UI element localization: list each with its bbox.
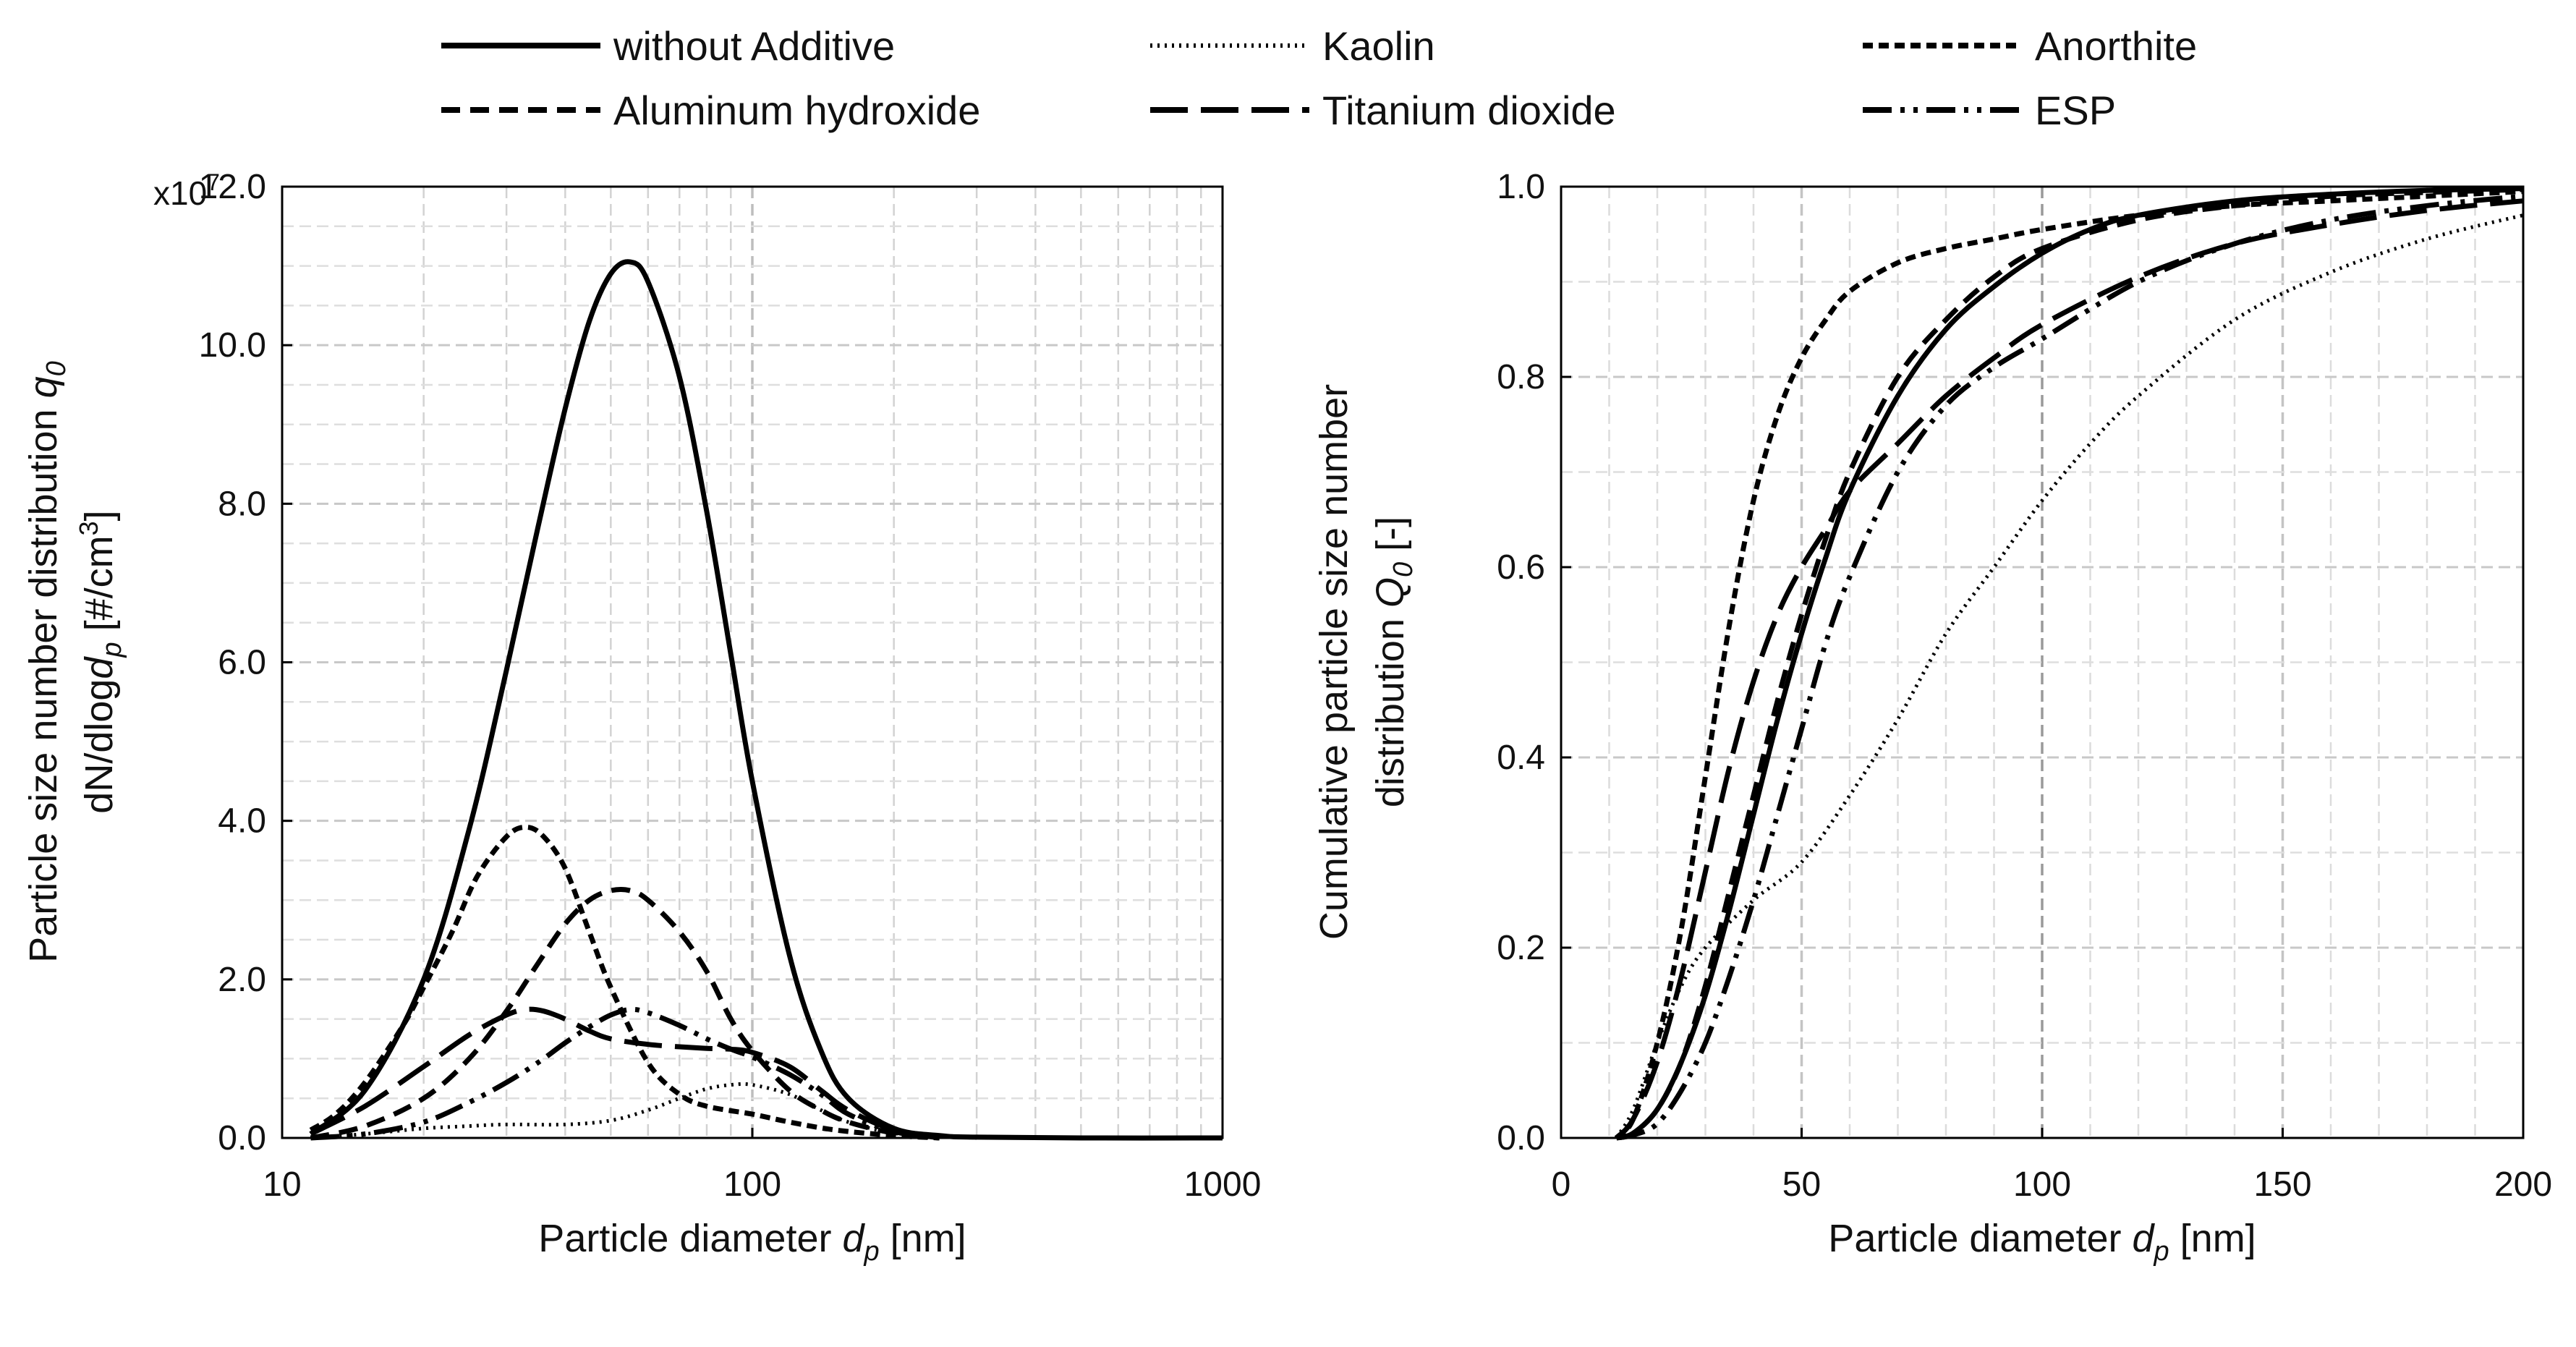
legend-label-titanium-dioxide: Titanium dioxide — [1322, 88, 1616, 133]
legend-label-without-additive: without Additive — [613, 23, 895, 69]
right-ytick-label: 0.0 — [1497, 1119, 1545, 1157]
left-ytick-label: 10.0 — [199, 326, 266, 365]
left-ytick-label: 2.0 — [218, 961, 266, 999]
left-x-axis-label: Particle diameter dp [nm] — [538, 1217, 966, 1267]
right-series-kaolin — [1615, 213, 2524, 1139]
right-tick-marks — [1560, 185, 2525, 1139]
left-series-esp — [310, 1006, 940, 1141]
right-xtick-label: 150 — [2253, 1165, 2311, 1204]
right-xtick-label: 50 — [1782, 1165, 1821, 1204]
legend-label-kaolin: Kaolin — [1322, 23, 1435, 69]
right-series-titanium-dioxide — [1614, 198, 2524, 1140]
left-ytick-label: 4.0 — [218, 802, 266, 841]
legend-item-kaolin: Kaolin — [1150, 23, 1435, 69]
left-multiplier: x107 — [153, 169, 220, 212]
right-series-esp — [1615, 193, 2524, 1141]
right-x-tick-labels: 0 50 100 150 200 — [1552, 1165, 2552, 1204]
right-series-anorthite — [1614, 189, 2524, 1140]
right-series-aluminum-hydroxide — [1615, 187, 2524, 1141]
right-xtick-label: 200 — [2494, 1165, 2552, 1204]
legend-item-titanium-dioxide: Titanium dioxide — [1150, 88, 1616, 133]
legend: without Additive Kaolin Anorthite Alumin… — [441, 23, 2197, 133]
right-ytick-label: 0.4 — [1497, 739, 1545, 777]
right-series-without-additive — [1615, 186, 2524, 1141]
left-ytick-label: 12.0 — [199, 168, 266, 206]
left-tick-marks — [281, 185, 1224, 1139]
left-y-tick-labels: 0.0 2.0 4.0 6.0 8.0 10.0 12.0 — [199, 168, 266, 1157]
right-ytick-label: 0.2 — [1497, 929, 1545, 967]
legend-label-anorthite: Anorthite — [2035, 23, 2197, 69]
left-series-kaolin — [310, 1082, 977, 1140]
right-x-axis-label: Particle diameter dp [nm] — [1828, 1217, 2256, 1267]
left-ytick-label: 6.0 — [218, 644, 266, 682]
left-y-axis-label-line1: Particle size number distribution q0 — [22, 361, 72, 963]
right-series-lines — [1614, 186, 2524, 1141]
chart-right-cumulative-distribution: 0.0 0.2 0.4 0.6 0.8 1.0 0 50 100 150 200 Particle… — [1312, 168, 2552, 1267]
right-y-axis-label-line2: distribution Q0 [-] — [1369, 517, 1419, 807]
left-series-titanium-dioxide — [309, 1006, 940, 1141]
left-gridlines — [282, 187, 1223, 1138]
legend-label-esp: ESP — [2035, 88, 2116, 133]
right-xtick-label: 100 — [2013, 1165, 2071, 1204]
legend-item-without-additive: without Additive — [441, 23, 895, 69]
left-y-axis-label-line2: dN/dlogdp [#/cm3] — [74, 510, 127, 813]
left-series-lines — [309, 259, 1223, 1141]
left-xtick-label: 1000 — [1184, 1165, 1262, 1204]
left-x-tick-labels: 10 100 1000 — [263, 1165, 1261, 1204]
chart-left-number-distribution: 0.0 2.0 4.0 6.0 8.0 10.0 12.0 10 100 1000 x107 P… — [22, 168, 1261, 1267]
right-y-axis-label-line1: Cumulative particle size number — [1312, 384, 1356, 940]
right-ytick-label: 0.6 — [1497, 548, 1545, 587]
left-xtick-label: 100 — [723, 1165, 781, 1204]
right-y-tick-labels: 0.0 0.2 0.4 0.6 0.8 1.0 — [1497, 168, 1545, 1157]
left-xtick-label: 10 — [263, 1165, 301, 1204]
left-series-aluminum-hydroxide — [310, 886, 940, 1141]
legend-item-aluminum-hydroxide: Aluminum hydroxide — [441, 88, 980, 133]
left-series-without-additive — [309, 259, 1223, 1141]
legend-label-aluminum-hydroxide: Aluminum hydroxide — [613, 88, 980, 133]
right-xtick-label: 0 — [1552, 1165, 1571, 1204]
right-gridlines — [1561, 187, 2523, 1138]
legend-item-anorthite: Anorthite — [1863, 23, 2197, 69]
left-ytick-label: 0.0 — [218, 1119, 266, 1157]
right-ytick-label: 0.8 — [1497, 358, 1545, 396]
legend-item-esp: ESP — [1863, 88, 2116, 133]
right-ytick-label: 1.0 — [1497, 168, 1545, 206]
left-ytick-label: 8.0 — [218, 485, 266, 523]
